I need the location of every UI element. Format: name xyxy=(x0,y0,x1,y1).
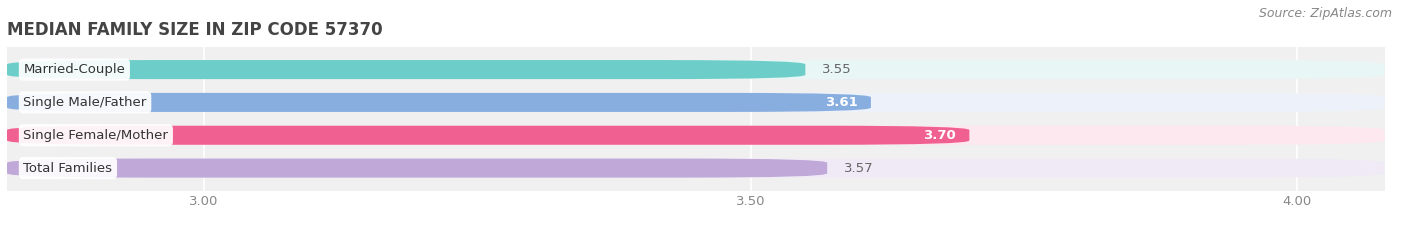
Text: 3.61: 3.61 xyxy=(825,96,858,109)
Text: 3.57: 3.57 xyxy=(844,161,873,175)
FancyBboxPatch shape xyxy=(7,159,827,178)
FancyBboxPatch shape xyxy=(7,159,1385,178)
FancyBboxPatch shape xyxy=(7,93,1385,112)
Text: Single Male/Father: Single Male/Father xyxy=(24,96,146,109)
Text: Single Female/Mother: Single Female/Mother xyxy=(24,129,169,142)
FancyBboxPatch shape xyxy=(7,126,969,145)
Text: Source: ZipAtlas.com: Source: ZipAtlas.com xyxy=(1258,7,1392,20)
Text: Married-Couple: Married-Couple xyxy=(24,63,125,76)
FancyBboxPatch shape xyxy=(7,93,870,112)
FancyBboxPatch shape xyxy=(7,60,806,79)
Text: MEDIAN FAMILY SIZE IN ZIP CODE 57370: MEDIAN FAMILY SIZE IN ZIP CODE 57370 xyxy=(7,21,382,39)
Text: 3.55: 3.55 xyxy=(821,63,852,76)
Text: Total Families: Total Families xyxy=(24,161,112,175)
Text: 3.70: 3.70 xyxy=(924,129,956,142)
FancyBboxPatch shape xyxy=(7,60,1385,79)
FancyBboxPatch shape xyxy=(7,126,1385,145)
